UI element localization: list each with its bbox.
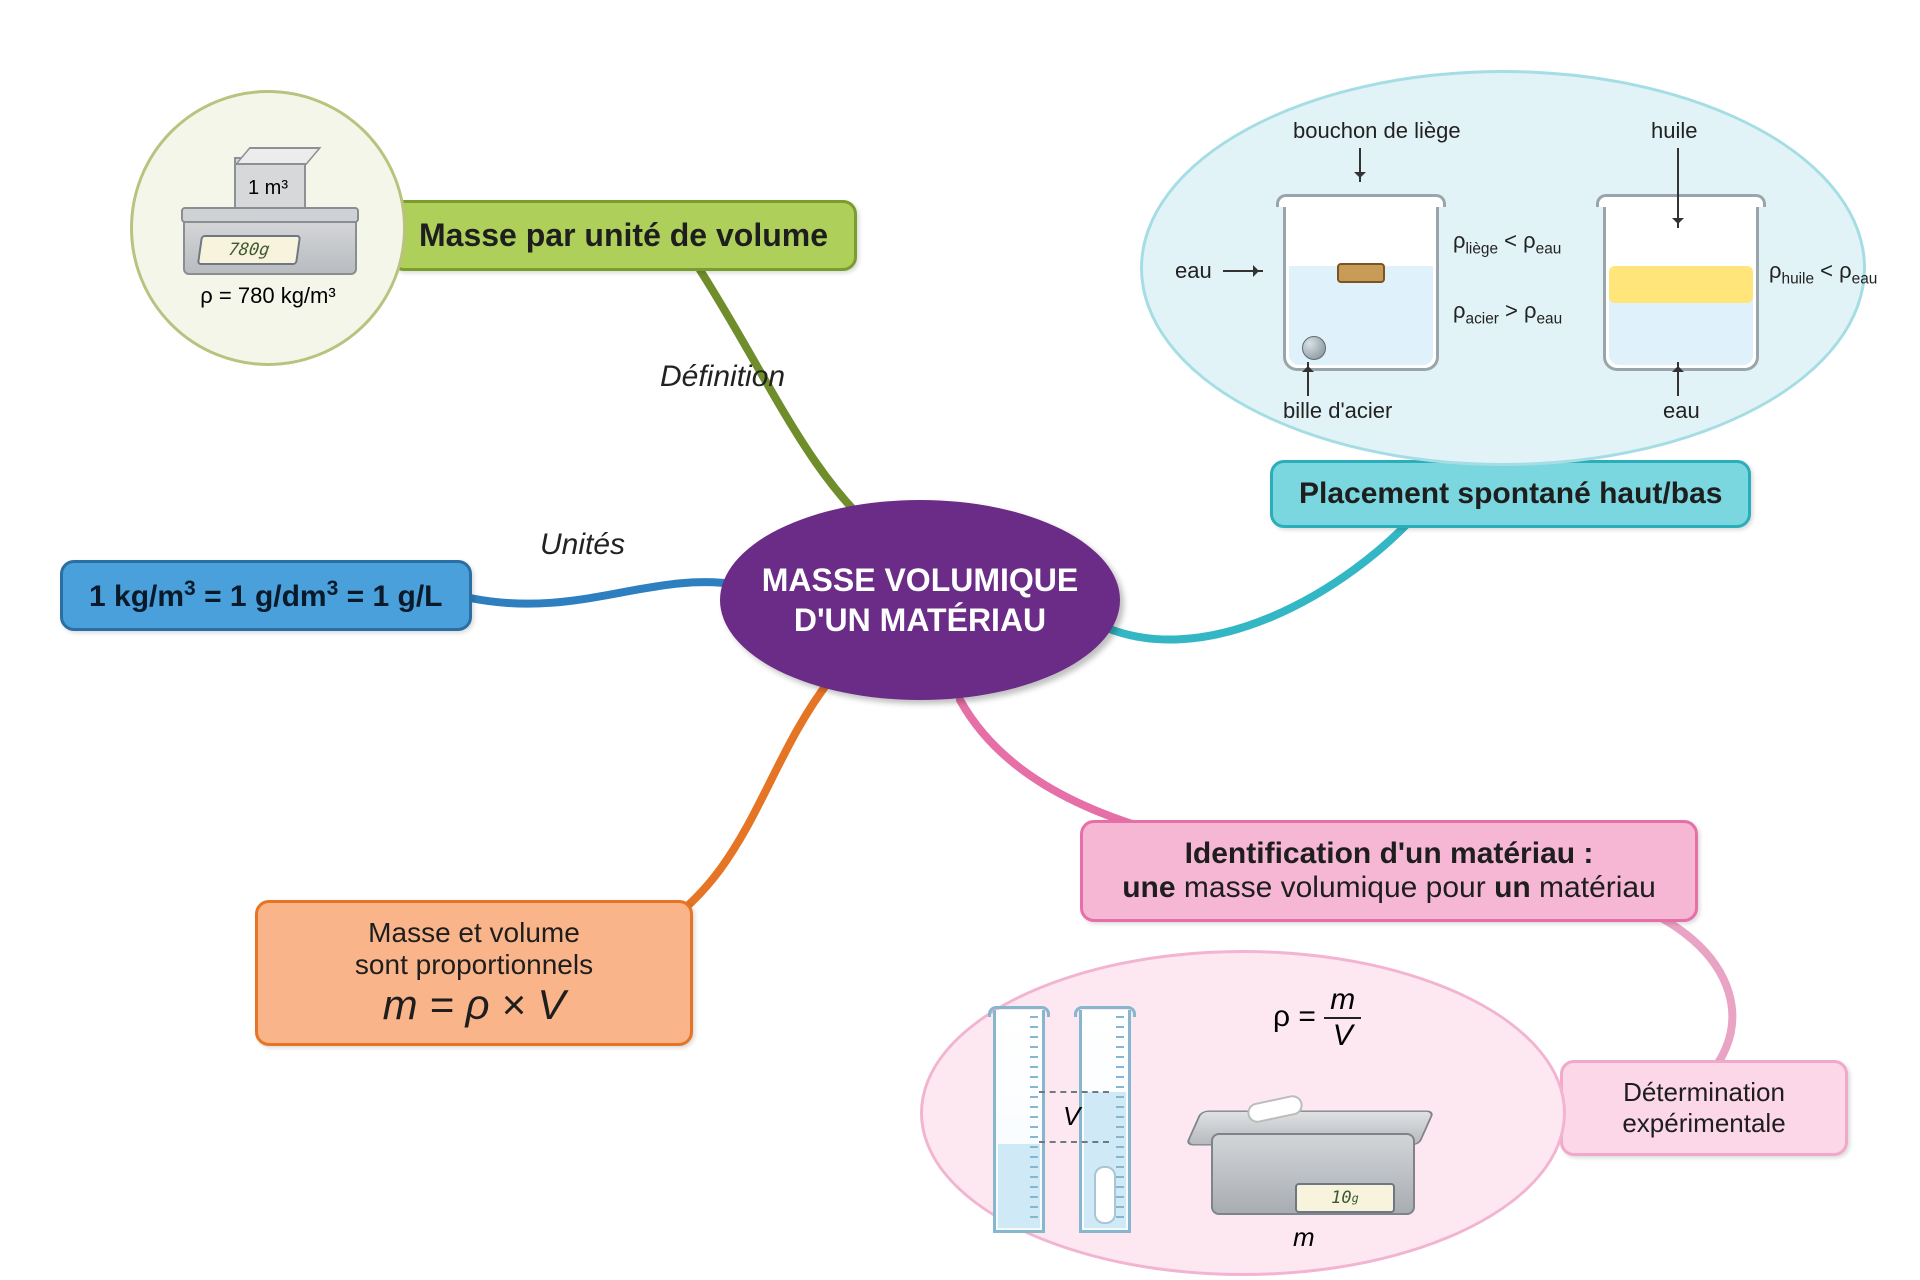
node-identification-line1: Identification d'un matériau : xyxy=(1109,837,1669,871)
label-m: m xyxy=(1293,1222,1315,1253)
central-line1: MASSE VOLUMIQUE xyxy=(762,562,1078,598)
cylinder-high xyxy=(1079,1010,1131,1233)
oil-layer-icon xyxy=(1609,266,1753,303)
node-definition-label: Masse par unité de volume xyxy=(419,217,828,253)
node-units: 1 kg/m3 = 1 g/dm3 = 1 g/L xyxy=(60,560,472,631)
scale-illustration: 1 m³ 780g ρ = 780 kg/m³ xyxy=(183,147,353,309)
label-eau1: eau xyxy=(1175,258,1212,284)
bubble-beakers: bouchon de liège eau bille d'acier ρlièg… xyxy=(1140,70,1866,466)
label-bouchon: bouchon de liège xyxy=(1293,118,1461,144)
balance-display: 10g xyxy=(1295,1183,1395,1213)
balance-icon: 10g xyxy=(1193,1103,1423,1223)
scale-base-icon: 780g xyxy=(183,215,357,275)
label-huile: huile xyxy=(1651,118,1697,144)
mind-map: MASSE VOLUMIQUE D'UN MATÉRIAU Masse par … xyxy=(0,0,1920,1280)
central-line2: D'UN MATÉRIAU xyxy=(794,602,1046,638)
dens-acier: ρacier > ρeau xyxy=(1453,298,1562,328)
dens-liege: ρliège < ρeau xyxy=(1453,228,1561,258)
experiment-canvas: ρ = mV V 10g m xyxy=(963,983,1523,1243)
node-proportional-line1: Masse et volume xyxy=(284,917,664,949)
beaker-cork-steel xyxy=(1283,198,1439,371)
label-V: V xyxy=(1063,1101,1080,1132)
node-identification: Identification d'un matériau : une masse… xyxy=(1080,820,1698,922)
cube-label: 1 m³ xyxy=(226,177,310,200)
node-proportional-formula: m = ρ × V xyxy=(284,981,664,1029)
bubble-scale: 1 m³ 780g ρ = 780 kg/m³ xyxy=(130,90,406,366)
scale-rho: ρ = 780 kg/m³ xyxy=(183,283,353,309)
cork-icon xyxy=(1337,263,1385,283)
node-proportional-line2: sont proportionnels xyxy=(284,949,664,981)
node-experimental-l2: expérimentale xyxy=(1622,1108,1785,1138)
node-proportional: Masse et volume sont proportionnels m = … xyxy=(255,900,693,1046)
bubble-experiment: ρ = mV V 10g m xyxy=(920,950,1566,1276)
edge-label-units: Unités xyxy=(540,528,625,562)
edge-label-definition: Définition xyxy=(660,360,785,394)
node-placement-label: Placement spontané haut/bas xyxy=(1299,477,1722,510)
cylinders xyxy=(993,1010,1131,1233)
node-definition: Masse par unité de volume xyxy=(390,200,857,271)
node-experimental: Détermination expérimentale xyxy=(1560,1060,1848,1156)
scale-rho-value: 780 kg/m³ xyxy=(238,283,336,308)
formula-rho: ρ = mV xyxy=(1273,983,1361,1053)
node-experimental-l1: Détermination xyxy=(1623,1077,1785,1107)
cylinder-low xyxy=(993,1010,1045,1233)
node-placement: Placement spontané haut/bas xyxy=(1270,460,1751,528)
dens-huile: ρhuile < ρeau xyxy=(1769,258,1877,288)
label-eau2: eau xyxy=(1663,398,1700,424)
label-bille: bille d'acier xyxy=(1283,398,1392,424)
scale-display: 780g xyxy=(197,235,301,265)
steel-ball-icon xyxy=(1302,336,1326,360)
beakers-canvas: bouchon de liège eau bille d'acier ρlièg… xyxy=(1173,108,1833,428)
node-units-label: 1 kg/m3 = 1 g/dm3 = 1 g/L xyxy=(89,580,443,613)
node-identification-line2: une masse volumique pour un matériau xyxy=(1109,871,1669,905)
central-node: MASSE VOLUMIQUE D'UN MATÉRIAU xyxy=(720,500,1120,700)
